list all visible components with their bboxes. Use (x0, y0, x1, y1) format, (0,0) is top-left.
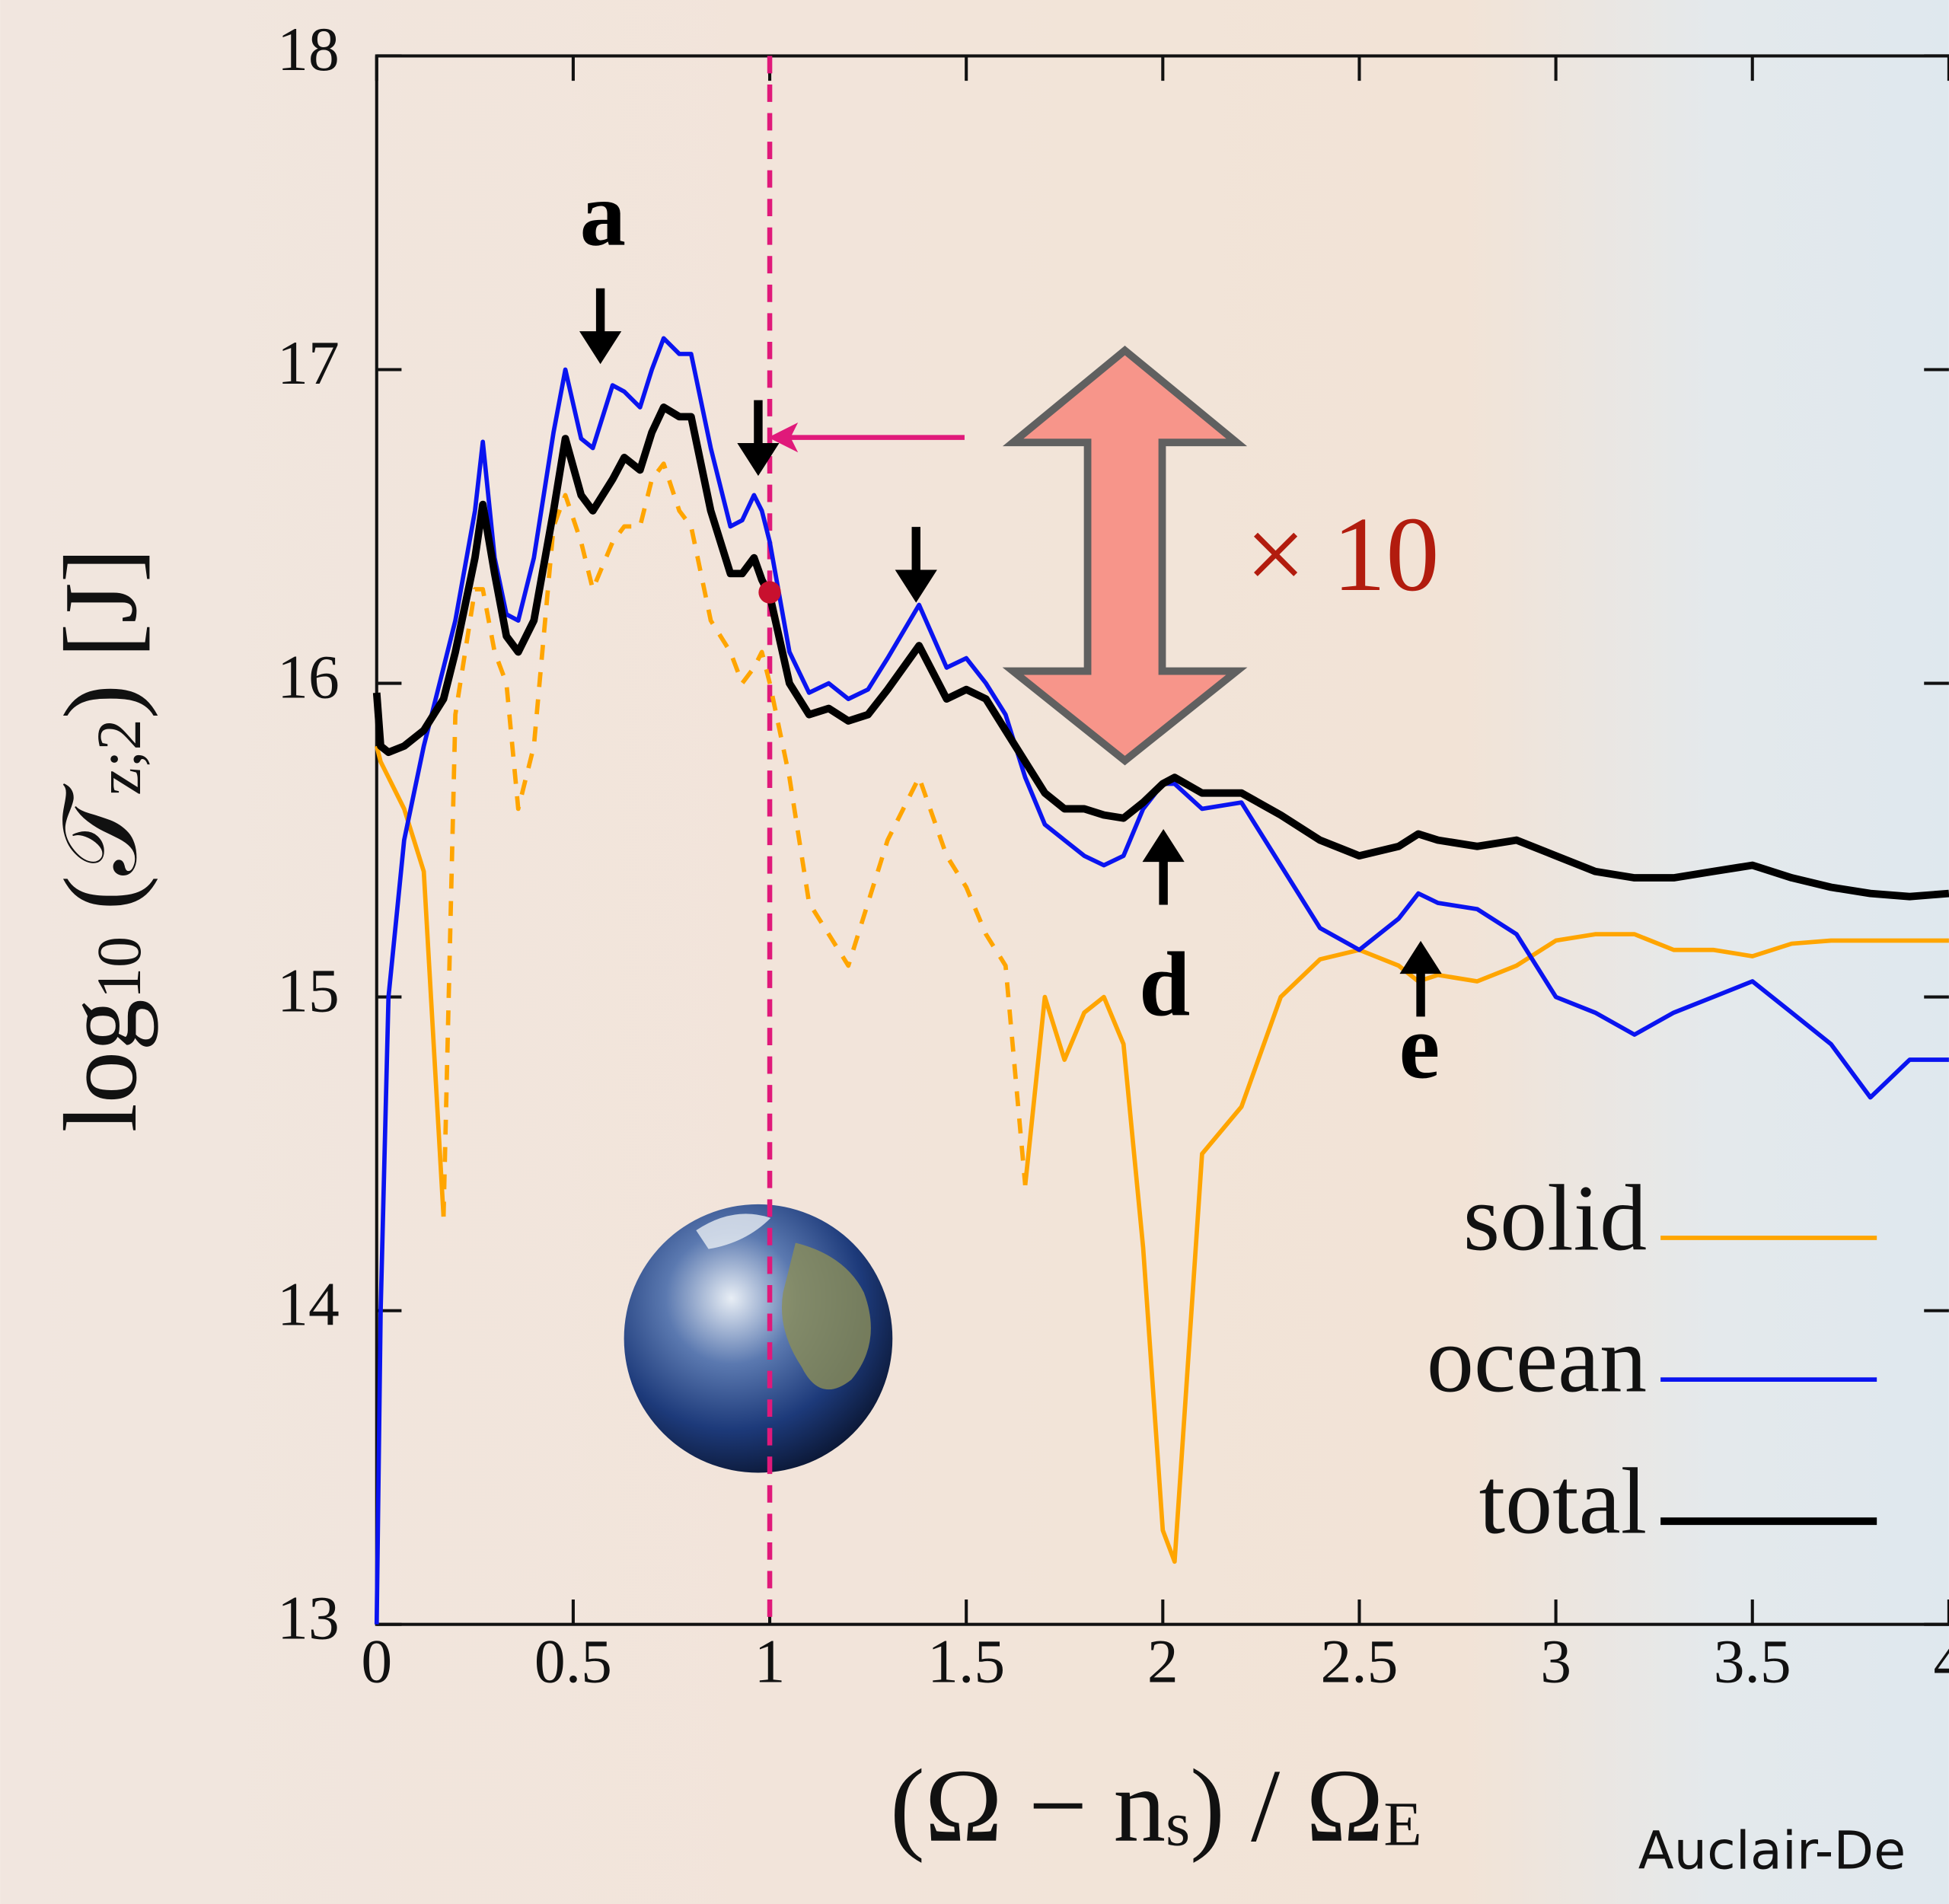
y-tick-label: 15 (277, 955, 340, 1025)
y-tick-label: 16 (277, 642, 340, 711)
y-axis-label-part: (𝒯 (43, 783, 159, 936)
earth (624, 1204, 893, 1473)
legend-label: total (1479, 1449, 1648, 1554)
x-axis-label-part: E (1383, 1790, 1421, 1859)
y-axis-label-part: z;2 (85, 719, 154, 796)
y-axis-label-part: ) [J] (43, 548, 159, 719)
x-axis-label-part: ) / Ω (1190, 1748, 1383, 1864)
y-tick-label: 18 (277, 14, 340, 84)
legend-label: ocean (1427, 1306, 1647, 1411)
x-tick-label: 4 (1933, 1627, 1949, 1696)
annotation: a (580, 164, 626, 266)
x-tick-label: 3 (1540, 1627, 1571, 1696)
x-tick-label: 0 (361, 1627, 392, 1696)
y-axis-label: log10 (𝒯z;2) [J] (43, 548, 159, 1133)
highlight-point (758, 581, 780, 603)
x-tick-label: 0.5 (534, 1627, 612, 1696)
y-axis-label-part: log (43, 999, 159, 1132)
x-tick-label: 2 (1147, 1627, 1179, 1696)
y-tick-label: 13 (277, 1583, 340, 1652)
y-axis-label-part: 10 (85, 936, 154, 999)
annotation: × 10 (1246, 496, 1440, 614)
x-axis-label-part: (Ω − n (890, 1748, 1166, 1864)
page: {"chart_data": { "type": "line", "xlabel… (0, 0, 1949, 1904)
x-tick-label: 1.5 (927, 1627, 1005, 1696)
annotation: e (1399, 996, 1440, 1098)
x-tick-label: 3.5 (1714, 1627, 1791, 1696)
y-tick-label: 14 (277, 1269, 340, 1338)
legend-label: solid (1463, 1165, 1647, 1270)
credit: Auclair-De (1638, 1821, 1906, 1882)
x-tick-label: 1 (754, 1627, 786, 1696)
y-tick-label: 17 (277, 328, 340, 397)
x-axis-label: (Ω − ns) / ΩE (890, 1748, 1422, 1864)
annotation: d (1139, 934, 1190, 1036)
x-axis-label-part: s (1166, 1790, 1190, 1859)
x-tick-label: 2.5 (1320, 1627, 1398, 1696)
chart: 13 14 15 16 17 18 0 0.5 1 1.5 2 2.5 3 3.5 4 (Ω − ns) / … (0, 0, 1949, 1904)
